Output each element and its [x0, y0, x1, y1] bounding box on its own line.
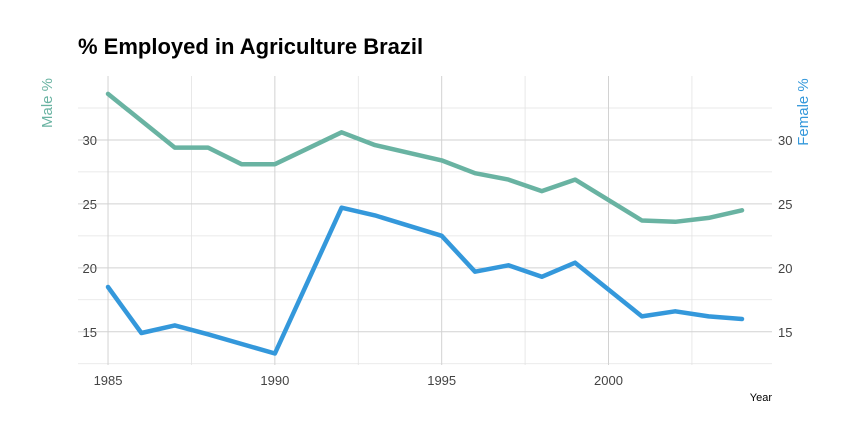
y-tick-label-left: 30	[83, 133, 97, 148]
y-axis-title-left: Male %	[39, 78, 56, 128]
y-tick-label-left: 25	[83, 197, 97, 212]
y-tick-label-right: 20	[778, 261, 792, 276]
y-tick-label-left: 15	[83, 325, 97, 340]
y-axis-title-right: Female %	[795, 78, 812, 146]
x-tick-label: 1995	[427, 373, 456, 388]
chart-title: % Employed in Agriculture Brazil	[78, 34, 424, 59]
x-tick-label: 1990	[260, 373, 289, 388]
x-axis-title: Year	[750, 392, 773, 404]
x-tick-label: 1985	[94, 373, 123, 388]
series-line-male	[105, 91, 745, 225]
series-line-female	[105, 205, 745, 356]
y-tick-label-right: 30	[778, 133, 792, 148]
y-tick-label-left: 20	[83, 261, 97, 276]
y-tick-label-right: 15	[778, 325, 792, 340]
y-tick-label-right: 25	[778, 197, 792, 212]
x-tick-label: 2000	[594, 373, 623, 388]
